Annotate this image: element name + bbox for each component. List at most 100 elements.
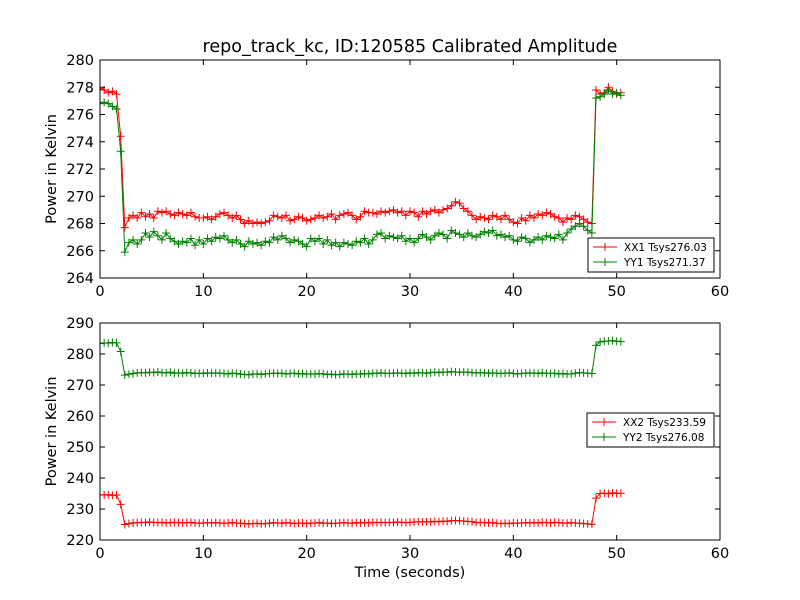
data-point xyxy=(480,214,489,223)
data-point xyxy=(488,211,497,220)
data-point xyxy=(228,238,237,247)
data-point xyxy=(571,222,580,231)
data-point xyxy=(120,371,129,380)
data-point xyxy=(319,369,328,378)
data-point xyxy=(215,209,224,218)
data-point xyxy=(116,132,125,141)
y-tick-label: 270 xyxy=(66,378,94,394)
data-point xyxy=(265,216,274,225)
data-point xyxy=(364,518,373,527)
data-point xyxy=(170,237,179,246)
y-tick-label: 276 xyxy=(66,108,94,124)
data-point xyxy=(141,212,150,221)
data-point xyxy=(145,233,154,242)
data-point xyxy=(232,235,241,244)
data-point xyxy=(273,212,282,221)
legend-label: XX2 Tsys233.59 xyxy=(623,417,706,429)
y-tick-label: 260 xyxy=(66,409,94,425)
data-point xyxy=(525,211,534,220)
data-point xyxy=(480,227,489,236)
data-point xyxy=(587,229,596,238)
data-point xyxy=(414,234,423,243)
y-tick-label: 274 xyxy=(66,135,94,151)
data-point xyxy=(290,215,299,224)
legend-box xyxy=(587,237,715,273)
data-point xyxy=(195,235,204,244)
data-point xyxy=(124,214,133,223)
data-point xyxy=(505,231,514,240)
data-point xyxy=(538,235,547,244)
data-point xyxy=(348,211,357,220)
data-point xyxy=(199,214,208,223)
data-point xyxy=(422,369,431,378)
data-point xyxy=(323,212,332,221)
data-point xyxy=(542,231,551,240)
data-point xyxy=(360,234,369,243)
data-point xyxy=(158,518,166,527)
data-point xyxy=(554,230,563,239)
data-point xyxy=(228,214,237,223)
data-point xyxy=(546,518,555,527)
data-point xyxy=(116,147,125,156)
data-point xyxy=(178,209,187,218)
data-point xyxy=(389,233,398,242)
data-point xyxy=(170,211,179,220)
data-point xyxy=(265,519,274,528)
data-point xyxy=(356,238,365,247)
data-point xyxy=(616,489,625,498)
data-point xyxy=(298,239,307,248)
plot-area xyxy=(100,336,625,529)
data-point xyxy=(153,231,162,240)
y-tick-label: 250 xyxy=(66,440,94,456)
data-point xyxy=(393,234,402,243)
data-point xyxy=(244,370,253,379)
data-point xyxy=(112,90,121,99)
data-point xyxy=(608,90,617,99)
bottom-panel: 0 10 20 30 40 50 60 220 230 240 250 260 270 280 290 Pow… xyxy=(44,316,729,581)
data-point xyxy=(133,214,142,223)
data-point xyxy=(286,518,295,527)
legend-box xyxy=(586,412,715,448)
data-point xyxy=(277,519,286,528)
data-point xyxy=(124,238,133,247)
data-point xyxy=(166,368,175,377)
data-point xyxy=(571,369,580,378)
data-point xyxy=(335,211,344,220)
data-point xyxy=(356,212,365,221)
data-point xyxy=(563,519,572,528)
y-tick-label: 268 xyxy=(66,217,94,233)
data-point xyxy=(302,216,311,225)
data-point xyxy=(116,500,125,509)
top-panel: 0 10 20 30 40 50 60 264 266 268 270 272 274 276 278 280… xyxy=(44,53,729,300)
data-point xyxy=(253,218,262,227)
data-point xyxy=(207,237,216,246)
data-point xyxy=(224,235,233,244)
data-point xyxy=(286,216,295,225)
data-point xyxy=(257,219,266,228)
data-point xyxy=(344,239,352,248)
data-point xyxy=(505,519,514,528)
data-point xyxy=(422,209,431,218)
data-point xyxy=(315,234,324,243)
data-point xyxy=(323,235,332,244)
data-point xyxy=(327,370,336,379)
data-point xyxy=(199,369,208,378)
data-point xyxy=(149,214,158,223)
data-point xyxy=(463,207,472,216)
data-point xyxy=(124,370,133,379)
y-tick-label: 230 xyxy=(66,502,94,518)
data-point xyxy=(443,368,452,377)
data-point xyxy=(182,238,191,247)
y-tick-label: 278 xyxy=(66,80,94,96)
data-point xyxy=(443,204,452,213)
data-point xyxy=(608,488,617,497)
data-point xyxy=(124,519,133,528)
data-point xyxy=(546,209,555,218)
data-point xyxy=(563,229,572,238)
plot-area xyxy=(100,83,625,257)
data-point xyxy=(418,207,427,216)
data-point xyxy=(434,517,443,526)
data-point xyxy=(244,237,253,246)
